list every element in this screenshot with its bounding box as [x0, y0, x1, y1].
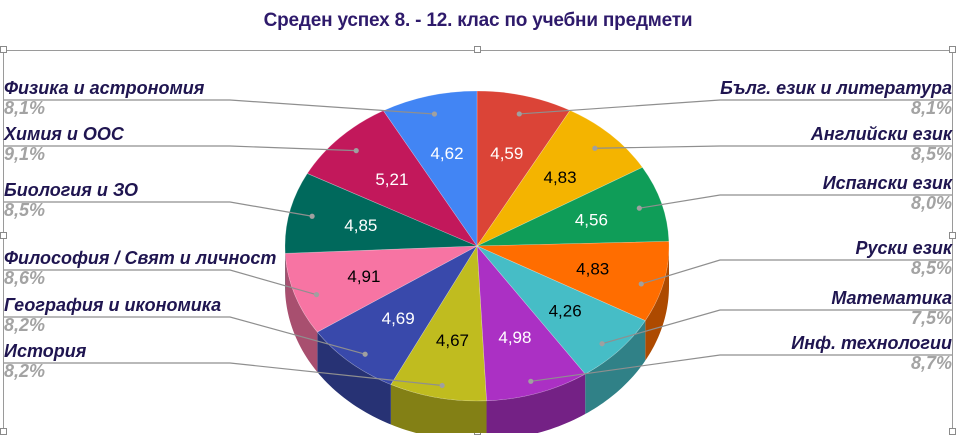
label-it: Инф. технологии 8,7%: [791, 333, 952, 373]
leader-dot: [310, 214, 315, 219]
slice-value-label: 4,85: [344, 216, 377, 235]
label-chemistry: Химия и ООС 9,1%: [4, 124, 124, 164]
label-physics: Физика и астрономия 8,1%: [4, 78, 204, 118]
slice-value-label: 4,59: [490, 144, 523, 163]
leader-dot: [528, 379, 533, 384]
slice-value-label: 5,21: [375, 170, 408, 189]
label-geography: География и икономика 8,2%: [4, 295, 221, 335]
slice-value-label: 4,91: [347, 267, 380, 286]
slice-value-label: 4,83: [544, 168, 577, 187]
slice-value-label: 4,69: [382, 309, 415, 328]
slice-value-label: 4,98: [498, 328, 531, 347]
label-biology: Биология и ЗО 8,5%: [4, 180, 138, 220]
label-english: Английски език 8,5%: [811, 124, 952, 164]
pie-top: [285, 91, 669, 401]
slice-value-label: 4,26: [549, 302, 582, 321]
slice-value-label: 4,56: [575, 210, 608, 229]
leader-dot: [432, 111, 437, 116]
slice-value-label: 4,67: [436, 331, 469, 350]
label-bulgarian: Бълг. език и литература 8,1%: [720, 78, 952, 118]
label-math: Математика 7,5%: [831, 288, 952, 328]
label-history: История 8,2%: [4, 341, 86, 381]
label-spanish: Испански език 8,0%: [823, 173, 952, 213]
leader-dot: [517, 111, 522, 116]
label-philosophy: Философия / Свят и личност 8,6%: [4, 248, 276, 288]
leader-dot: [599, 341, 604, 346]
leader-dot: [592, 146, 597, 151]
slice-value-label: 4,62: [430, 144, 463, 163]
leader-dot: [363, 352, 368, 357]
leader-dot: [440, 383, 445, 388]
leader-dot: [639, 281, 644, 286]
leader-dot: [314, 292, 319, 297]
leader-dot: [354, 148, 359, 153]
slice-value-label: 4,83: [576, 260, 609, 279]
leader-dot: [637, 206, 642, 211]
label-russian: Руски език 8,5%: [856, 238, 952, 278]
